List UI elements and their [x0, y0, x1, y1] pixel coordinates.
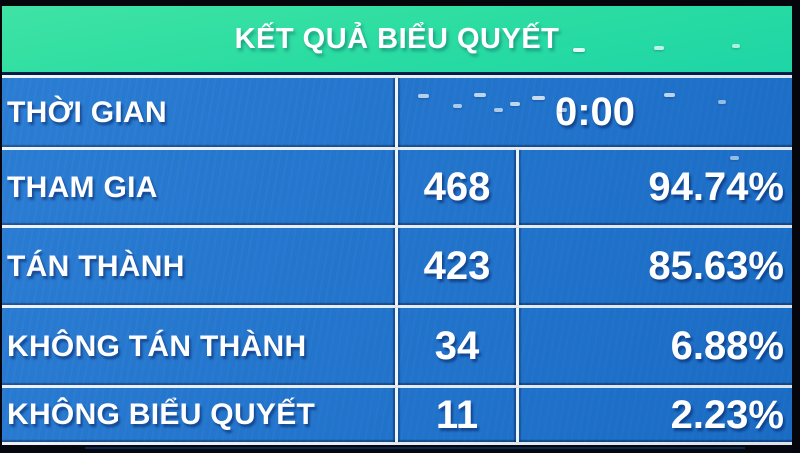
- noise-dash: [510, 102, 520, 106]
- header-divider: [2, 72, 792, 75]
- noise-dash: [494, 108, 503, 112]
- noise-dash: [558, 108, 567, 112]
- row-divider: [2, 305, 792, 308]
- column-divider: [395, 308, 398, 385]
- vote-percent: 2.23%: [670, 392, 784, 437]
- vote-count: 34: [434, 324, 480, 368]
- row-label: KHÔNG BIỂU QUYẾT: [7, 398, 316, 431]
- row-divider: [2, 147, 792, 150]
- column-divider: [516, 150, 519, 225]
- vote-count: 468: [423, 165, 491, 209]
- results-header: KẾT QUẢ BIỂU QUYẾT: [2, 6, 792, 72]
- column-divider: [395, 150, 398, 225]
- time-value: 0:00: [398, 78, 792, 147]
- vote-count: 11: [435, 392, 479, 437]
- screen-top-bezel: [0, 0, 798, 6]
- row-divider: [2, 75, 792, 78]
- row-divider: [2, 385, 792, 388]
- bezel-reflection: [85, 447, 745, 449]
- screen-right-bezel: [792, 0, 800, 453]
- column-divider: [516, 228, 519, 305]
- vote-count: 423: [423, 244, 491, 288]
- table-row: TÁN THÀNH 423 85.63%: [2, 228, 792, 305]
- column-divider: [395, 388, 398, 442]
- vote-percent: 85.63%: [648, 244, 784, 288]
- noise-dash: [664, 93, 675, 97]
- row-label: THAM GIA: [7, 170, 158, 204]
- noise-dash: [573, 48, 585, 52]
- screen-bottom-bezel: [0, 445, 800, 453]
- results-title: KẾT QUẢ BIỂU QUYẾT: [234, 22, 560, 55]
- noise-dash: [730, 156, 739, 160]
- noise-dash: [474, 93, 486, 97]
- noise-dash: [453, 104, 462, 108]
- row-label: TÁN THÀNH: [7, 249, 185, 283]
- time-text: 0:00: [554, 90, 636, 134]
- noise-dash: [532, 96, 545, 100]
- row-divider: [2, 225, 792, 228]
- noise-dash: [654, 46, 664, 50]
- noise-dash: [732, 44, 740, 48]
- results-table: THỜI GIAN 0:00 THAM GIA 468 94.74%: [2, 75, 792, 445]
- noise-dash: [718, 100, 726, 104]
- table-row: THAM GIA 468 94.74%: [2, 150, 792, 225]
- table-row: KHÔNG BIỂU QUYẾT 11 2.23%: [2, 388, 792, 442]
- column-divider: [395, 78, 398, 147]
- column-divider: [516, 308, 519, 385]
- row-divider: [2, 442, 792, 445]
- noise-dash: [418, 94, 429, 98]
- row-label: KHÔNG TÁN THÀNH: [7, 329, 307, 363]
- table-row: KHÔNG TÁN THÀNH 34 6.88%: [2, 308, 792, 385]
- column-divider: [395, 228, 398, 305]
- vote-percent: 94.74%: [648, 165, 784, 209]
- column-divider: [516, 388, 519, 442]
- vote-percent: 6.88%: [670, 324, 784, 368]
- row-label: THỜI GIAN: [7, 95, 167, 129]
- table-row-time: THỜI GIAN 0:00: [2, 78, 792, 147]
